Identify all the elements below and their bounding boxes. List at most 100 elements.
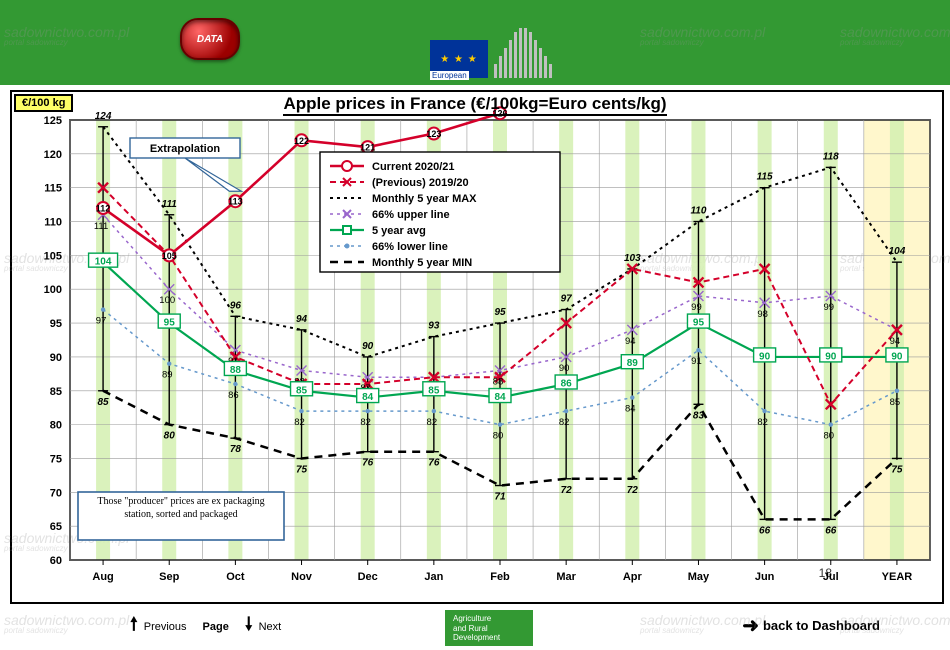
svg-text:89: 89 xyxy=(162,370,173,381)
svg-text:90: 90 xyxy=(891,351,903,362)
page-previous-button[interactable]: Previous xyxy=(144,621,187,633)
svg-text:80: 80 xyxy=(50,420,62,432)
svg-text:99: 99 xyxy=(691,302,702,313)
svg-text:105: 105 xyxy=(162,251,177,261)
eu-logo-caption: European xyxy=(430,71,469,80)
svg-text:110: 110 xyxy=(44,217,62,229)
svg-text:May: May xyxy=(688,571,710,583)
svg-text:95: 95 xyxy=(494,307,506,318)
page-next-button[interactable]: Next xyxy=(259,621,282,633)
svg-text:86: 86 xyxy=(228,390,239,401)
svg-text:66% lower line: 66% lower line xyxy=(372,241,448,253)
svg-text:70: 70 xyxy=(50,487,62,499)
svg-text:84: 84 xyxy=(625,404,636,415)
svg-text:72: 72 xyxy=(627,485,639,496)
svg-text:115: 115 xyxy=(44,183,62,195)
svg-text:Extrapolation: Extrapolation xyxy=(150,143,221,155)
svg-text:83: 83 xyxy=(693,410,705,421)
svg-text:88: 88 xyxy=(493,376,504,387)
svg-text:Apr: Apr xyxy=(623,571,643,583)
svg-text:66: 66 xyxy=(759,525,771,536)
svg-text:Jul: Jul xyxy=(823,571,839,583)
svg-text:111: 111 xyxy=(94,221,108,232)
svg-text:111: 111 xyxy=(162,199,178,210)
svg-text:Sep: Sep xyxy=(159,571,179,583)
svg-text:Monthly 5 year MAX: Monthly 5 year MAX xyxy=(372,193,477,205)
svg-text:100: 100 xyxy=(159,295,175,306)
svg-text:120: 120 xyxy=(44,149,62,161)
svg-text:Jun: Jun xyxy=(755,571,775,583)
svg-text:78: 78 xyxy=(230,444,242,455)
svg-text:94: 94 xyxy=(625,336,636,347)
unit-badge: €/100 kg xyxy=(14,94,73,112)
svg-text:Nov: Nov xyxy=(291,571,313,583)
svg-text:Dec: Dec xyxy=(358,571,378,583)
arrow-down-icon[interactable]: 🠗 xyxy=(245,612,253,642)
svg-text:Oct: Oct xyxy=(226,571,245,583)
svg-text:82: 82 xyxy=(294,417,305,428)
svg-text:98: 98 xyxy=(757,309,768,320)
svg-text:85: 85 xyxy=(296,385,308,396)
svg-text:85: 85 xyxy=(890,397,901,408)
svg-text:90: 90 xyxy=(559,363,570,374)
svg-text:82: 82 xyxy=(757,417,768,428)
svg-text:121: 121 xyxy=(360,143,375,153)
page-label: Page xyxy=(203,621,229,633)
svg-text:82: 82 xyxy=(427,417,438,428)
svg-text:80: 80 xyxy=(823,431,834,442)
svg-text:84: 84 xyxy=(494,392,506,403)
svg-text:93: 93 xyxy=(428,321,440,332)
svg-text:66: 66 xyxy=(825,525,837,536)
svg-text:75: 75 xyxy=(891,464,903,475)
svg-text:94: 94 xyxy=(296,314,308,325)
svg-text:103: 103 xyxy=(624,253,641,264)
svg-text:118: 118 xyxy=(823,151,839,162)
svg-text:(Previous) 2019/20: (Previous) 2019/20 xyxy=(372,177,469,189)
svg-text:76: 76 xyxy=(362,458,374,469)
svg-text:88: 88 xyxy=(230,365,242,376)
svg-text:97: 97 xyxy=(561,294,573,305)
svg-text:72: 72 xyxy=(561,485,573,496)
svg-text:113: 113 xyxy=(228,197,243,207)
svg-text:104: 104 xyxy=(889,246,906,257)
svg-text:85: 85 xyxy=(428,385,440,396)
agriculture-label: Agriculture and Rural Development xyxy=(445,610,533,646)
svg-text:65: 65 xyxy=(50,521,62,533)
svg-text:66% upper line: 66% upper line xyxy=(372,209,450,221)
svg-text:94: 94 xyxy=(890,336,901,347)
price-chart: 6065707580859095100105110115120125AugSep… xyxy=(10,90,940,600)
svg-text:96: 96 xyxy=(230,300,242,311)
svg-text:99: 99 xyxy=(823,302,834,313)
back-to-dashboard[interactable]: ➜ back to Dashboard xyxy=(742,613,880,638)
svg-text:85: 85 xyxy=(50,386,62,398)
svg-text:71: 71 xyxy=(494,492,506,503)
svg-text:Mar: Mar xyxy=(556,571,576,583)
svg-text:110: 110 xyxy=(690,206,706,217)
svg-text:Jan: Jan xyxy=(424,571,443,583)
svg-text:75: 75 xyxy=(296,464,308,475)
svg-text:97: 97 xyxy=(96,316,107,327)
svg-text:Aug: Aug xyxy=(92,571,113,583)
svg-text:105: 105 xyxy=(44,250,62,262)
svg-text:85: 85 xyxy=(98,397,110,408)
svg-text:YEAR: YEAR xyxy=(882,571,913,583)
svg-text:Current 2020/21: Current 2020/21 xyxy=(372,161,455,173)
arrow-right-icon: ➜ xyxy=(742,613,759,638)
svg-text:95: 95 xyxy=(164,318,176,329)
svg-text:Monthly 5 year MIN: Monthly 5 year MIN xyxy=(372,257,472,269)
svg-text:91: 91 xyxy=(691,356,702,367)
svg-text:89: 89 xyxy=(627,358,639,369)
svg-text:122: 122 xyxy=(294,136,309,146)
svg-text:82: 82 xyxy=(559,417,570,428)
svg-text:100: 100 xyxy=(44,284,62,296)
svg-text:125: 125 xyxy=(44,115,62,127)
svg-text:90: 90 xyxy=(362,341,374,352)
svg-text:95: 95 xyxy=(50,318,62,330)
data-badge[interactable]: DATA xyxy=(180,18,240,60)
svg-text:84: 84 xyxy=(362,392,374,403)
svg-text:90: 90 xyxy=(825,351,837,362)
chart-title: Apple prices in France (€/100kg=Euro cen… xyxy=(0,94,950,114)
arrow-up-icon[interactable]: 🠕 xyxy=(130,612,138,642)
svg-text:115: 115 xyxy=(757,172,773,183)
svg-text:90: 90 xyxy=(50,352,62,364)
